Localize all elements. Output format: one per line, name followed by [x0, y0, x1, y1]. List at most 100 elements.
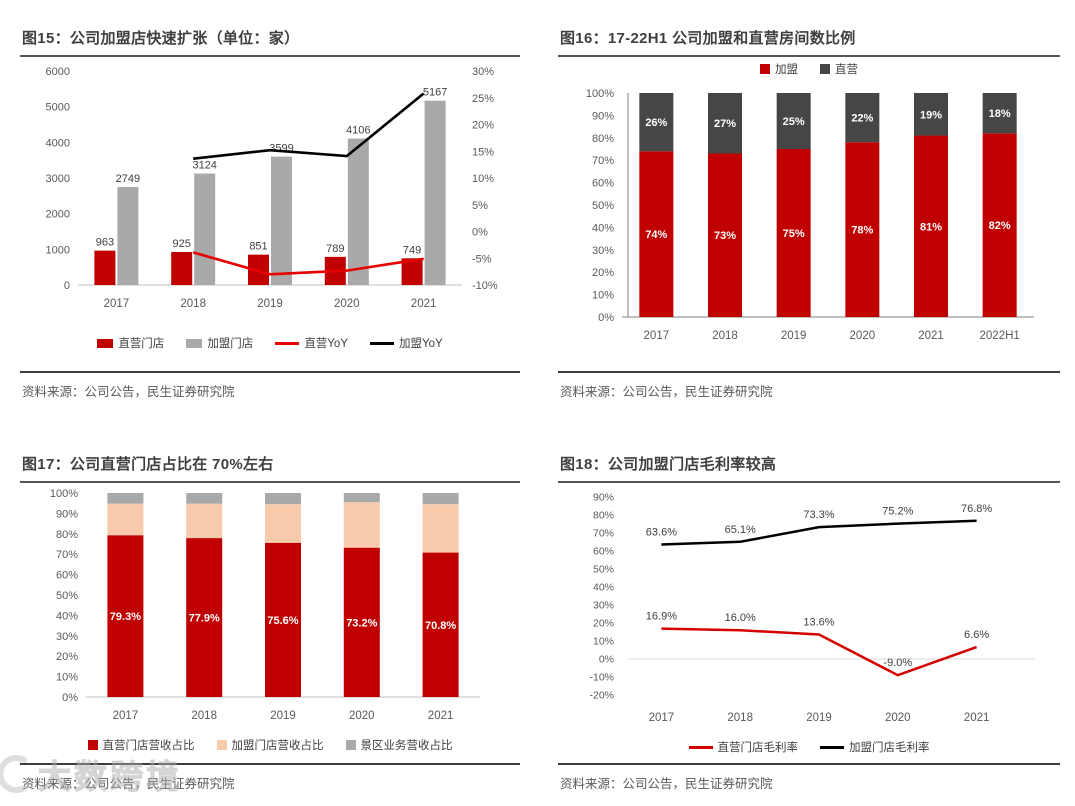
x-axis-label: 2020: [850, 330, 876, 342]
x-axis-label: 2019: [781, 330, 807, 342]
x-axis-label: 2019: [270, 710, 296, 722]
axis-tick-label: 10%: [592, 290, 614, 302]
axis-tick-label: 50%: [592, 200, 614, 212]
axis-tick-label: 100%: [586, 88, 614, 100]
axis-tick-label: 20%: [56, 651, 78, 663]
legend-label: 加盟门店毛利率: [849, 742, 930, 754]
axis-tick-label: 10%: [56, 672, 78, 684]
data-label: 81%: [920, 221, 942, 233]
bar: [117, 186, 139, 285]
bar: [347, 138, 369, 285]
legend-label: 加盟YoY: [399, 338, 443, 350]
axis-tick-label: 80%: [593, 510, 614, 522]
axis-tick-label: 30%: [56, 631, 78, 643]
figure-17-source: 资料来源：公司公告，民生证券研究院: [20, 763, 520, 792]
x-axis-label: 2019: [806, 712, 832, 724]
bar: [401, 258, 423, 285]
data-label: 6.6%: [964, 629, 989, 641]
figure-15-chart-canvas: 0 1000 2000 3000 4000 5000 6000 -10% -5% 0% 5% 10% 1…: [20, 57, 520, 371]
bar-segment: [343, 547, 380, 697]
data-label: 78%: [851, 225, 873, 237]
axis-tick-label: 90%: [592, 110, 614, 122]
data-label: 16.0%: [725, 612, 756, 624]
x-axis-label: 2017: [644, 330, 670, 342]
axis-tick-label: 1000: [46, 244, 70, 256]
figure-15-source: 资料来源：公司公告，民生证券研究院: [20, 371, 520, 400]
axis-tick-label: 0%: [62, 692, 78, 704]
bar: [424, 100, 446, 286]
legend-swatch: [97, 338, 114, 348]
data-label: 925: [173, 238, 191, 250]
bar-segment: [343, 502, 380, 548]
legend-item: 加盟门店: [186, 335, 253, 351]
data-label: 789: [326, 243, 344, 255]
legend-swatch: [87, 740, 98, 750]
axis-tick-label: 60%: [593, 546, 614, 558]
line-series: [192, 251, 424, 276]
axis-tick-label: 10%: [593, 636, 614, 648]
bar-segment: [107, 493, 144, 504]
line-series: [661, 627, 978, 677]
legend-item: 直营门店毛利率: [688, 739, 799, 755]
data-label: 749: [403, 244, 421, 256]
bar-segment: [265, 493, 301, 505]
axis-tick-label: 80%: [592, 133, 614, 145]
figure-16: 图16：17-22H1 公司加盟和直营房间数比例 加盟 直营 0% 10% 20% 30%…: [558, 24, 1060, 400]
bar-segment: [639, 93, 674, 152]
figure-18: 图18：公司加盟门店毛利率较高 -20% -10% 0% 10% 20% 30% 40% 50…: [558, 450, 1060, 792]
axis-tick-label: 10%: [472, 173, 494, 185]
legend-item: 加盟门店毛利率: [820, 739, 930, 755]
axis-tick-label: -20%: [589, 690, 614, 702]
legend-label: 直营门店营收占比: [102, 740, 195, 752]
data-label: 22%: [851, 113, 873, 125]
data-label: 25%: [783, 116, 805, 128]
data-label: 82%: [989, 220, 1011, 232]
line-series: [661, 519, 977, 546]
axis-tick-label: 50%: [593, 564, 614, 576]
figure-16-source: 资料来源：公司公告，民生证券研究院: [558, 371, 1060, 400]
legend-label: 直营门店毛利率: [717, 742, 799, 754]
bar-segment: [422, 504, 459, 553]
axis-tick-label: 30%: [592, 245, 614, 257]
axis-tick-label: 0%: [599, 654, 614, 666]
bar-segment: [186, 503, 223, 539]
data-label: 73%: [714, 230, 736, 242]
figure-16-title: 图16：17-22H1 公司加盟和直营房间数比例: [558, 24, 1060, 57]
axis-tick-label: 6000: [46, 66, 70, 78]
data-label: 26%: [645, 117, 667, 129]
stacked-bar-chart-svg: 0% 10% 20% 30% 40% 50% 60% 70% 80% 90% 100% 2017 201…: [50, 488, 480, 722]
legend-swatch: [275, 341, 300, 345]
axis-tick-label: 25%: [472, 93, 494, 105]
bar-segment: [708, 93, 742, 154]
legend-swatch: [820, 64, 830, 74]
axis-tick-label: -10%: [472, 280, 498, 292]
x-axis-label: 2021: [918, 330, 944, 342]
axis-tick-label: 40%: [592, 222, 614, 234]
legend-swatch: [820, 745, 844, 749]
axis-tick-label: 20%: [472, 120, 494, 132]
bar-segment: [639, 151, 674, 317]
data-label: 63.6%: [646, 527, 677, 539]
bar-segment: [845, 93, 880, 143]
bar: [194, 173, 216, 285]
data-label: 65.1%: [725, 524, 756, 536]
bar-segment: [845, 142, 880, 317]
axis-tick-label: 20%: [592, 267, 614, 279]
data-label: 74%: [645, 229, 667, 241]
data-label: 2749: [116, 173, 140, 185]
axis-tick-label: 30%: [593, 600, 614, 612]
axis-tick-label: 0: [64, 280, 70, 292]
legend-swatch: [345, 740, 356, 750]
data-label: 70.8%: [425, 620, 456, 632]
data-label: 75%: [783, 228, 805, 240]
data-label: 75.6%: [267, 615, 298, 627]
chart-legend: 直营门店营收占比 加盟门店营收占比 景区业务营收占比: [20, 733, 520, 757]
data-label: 851: [249, 241, 267, 253]
bar-segment: [186, 493, 223, 504]
bar-segment: [265, 542, 301, 697]
axis-tick-label: 40%: [593, 582, 614, 594]
bar-segment: [982, 93, 1017, 134]
legend-label: 加盟门店: [207, 338, 254, 350]
x-axis-label: 2017: [104, 298, 130, 310]
